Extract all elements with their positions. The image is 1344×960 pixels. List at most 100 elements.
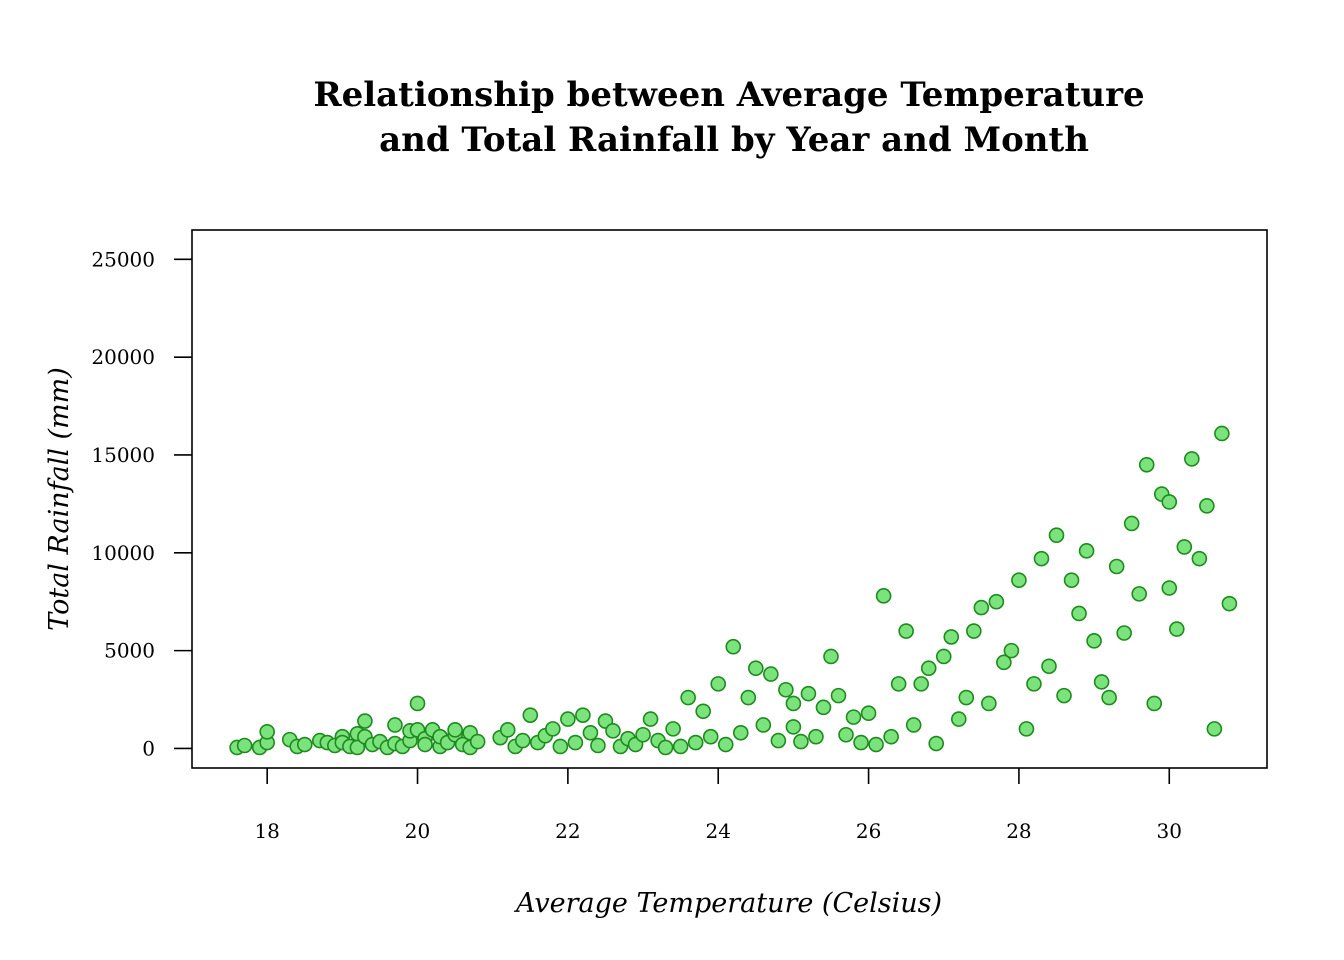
data-point [943,629,960,645]
data-point [830,687,847,704]
data-point [1161,494,1178,510]
data-point [522,707,539,723]
data-point [1086,633,1102,649]
data-point [560,711,576,727]
data-point [988,593,1005,610]
data-point [883,728,899,745]
data-point [1116,625,1132,641]
data-point [387,717,403,733]
data-point [725,638,742,655]
data-point [808,728,824,745]
data-point [657,739,674,756]
data-point [695,703,711,720]
data-point [853,734,869,751]
data-point [770,732,787,749]
data-point [1191,550,1208,567]
data-point [1063,572,1080,588]
x-tick-label: 24 [705,819,730,843]
data-point [1041,658,1057,675]
data-point [409,695,426,712]
y-tick-label: 0 [142,736,155,760]
plot-frame [191,229,1268,769]
data-point [973,599,990,616]
data-point [890,676,907,692]
data-point [1056,687,1072,704]
data-point [1093,674,1110,690]
y-axis: 0 5000 10000 15000 20000 25000 [91,247,192,760]
data-point [687,734,704,751]
y-axis-label: Total Rainfall (mm) [44,367,75,631]
x-tick-label: 28 [1006,819,1031,843]
data-point [1168,621,1185,637]
data-point [605,723,621,739]
data-point [778,681,794,698]
data-point [499,722,516,738]
data-point [1078,543,1095,559]
data-point [417,736,433,753]
data-point [981,695,997,712]
data-point [1101,689,1117,706]
x-tick-label: 26 [856,819,881,843]
data-point [785,695,802,712]
data-point [717,736,734,753]
data-point [642,711,659,727]
data-point [740,689,757,706]
data-point [710,676,727,692]
data-point [950,711,967,727]
x-axis-label: Average Temperature (Celsius) [513,888,942,919]
x-tick-label: 20 [405,819,430,843]
data-point [665,721,681,737]
data-point [793,733,809,750]
data-point [920,660,937,677]
data-point [672,738,689,755]
data-point [575,707,591,723]
data-point [447,722,463,738]
data-point [296,736,313,753]
data-point [996,654,1012,671]
x-tick-label: 22 [555,819,580,843]
chart-title-line-2: and Total Rainfall by Year and Month [379,120,1089,160]
data-point [845,709,862,725]
x-tick-label: 30 [1157,819,1182,843]
data-point [800,685,817,702]
data-point [259,724,275,740]
x-tick-label: 18 [254,819,279,843]
data-point [1176,539,1193,555]
data-point [702,728,719,745]
data-point [966,623,982,639]
data-point [1161,580,1178,596]
data-point [545,721,561,737]
data-point [1214,425,1230,442]
data-point [875,588,892,604]
data-point [1146,695,1163,712]
data-point [1206,721,1223,737]
data-point [1003,642,1020,659]
data-point [590,737,606,754]
data-point [1131,586,1148,602]
data-point [785,719,802,735]
data-point [958,689,975,706]
x-axis: 18 20 22 24 26 28 30 [254,768,1182,843]
data-point [469,733,486,750]
data-point [1221,595,1238,612]
chart-title-line-1: Relationship between Average Temperature [313,75,1144,115]
data-point [1138,456,1155,473]
data-point [552,738,569,755]
data-point [935,648,952,665]
data-point [514,732,531,749]
data-point [732,724,749,741]
data-point [905,717,922,733]
data-point [838,726,854,743]
data-point [1026,676,1042,692]
y-tick-label: 5000 [104,639,155,663]
data-point [1184,451,1200,467]
data-point [913,676,929,692]
data-point [1018,721,1035,737]
data-point [357,713,373,729]
data-point [1033,550,1050,567]
data-point [928,735,945,752]
data-point [349,739,366,756]
data-point [868,736,884,753]
data-point [680,689,696,706]
